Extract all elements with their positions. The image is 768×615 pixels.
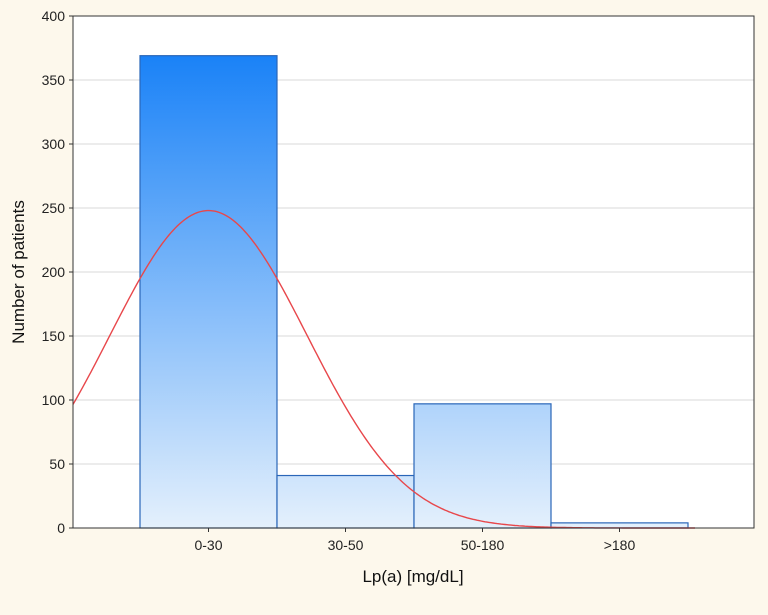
- x-tick-label: 30-50: [328, 537, 364, 553]
- y-tick-label: 150: [42, 328, 66, 344]
- y-axis-title: Number of patients: [9, 200, 28, 344]
- bar-0-30: [139, 55, 278, 529]
- x-tick-label: >180: [604, 537, 636, 553]
- x-tick-label: 50-180: [461, 537, 505, 553]
- x-axis-title: Lp(a) [mg/dL]: [362, 567, 463, 586]
- y-tick-label: 50: [49, 456, 65, 472]
- bars: [139, 55, 689, 529]
- y-tick-label: 100: [42, 392, 66, 408]
- y-tick-label: 350: [42, 72, 66, 88]
- bar-50-180: [413, 403, 552, 529]
- y-tick-label: 200: [42, 264, 66, 280]
- bar-30-50: [276, 474, 415, 529]
- x-axis-ticks: 0-30 30-50 50-180 >180: [194, 528, 635, 553]
- y-tick-label: 400: [42, 8, 66, 24]
- x-tick-label: 0-30: [194, 537, 222, 553]
- y-axis-ticks: 0 50 100 150 200 250 300 350 400: [42, 8, 73, 536]
- y-tick-label: 300: [42, 136, 66, 152]
- y-tick-label: 250: [42, 200, 66, 216]
- y-tick-label: 0: [57, 520, 65, 536]
